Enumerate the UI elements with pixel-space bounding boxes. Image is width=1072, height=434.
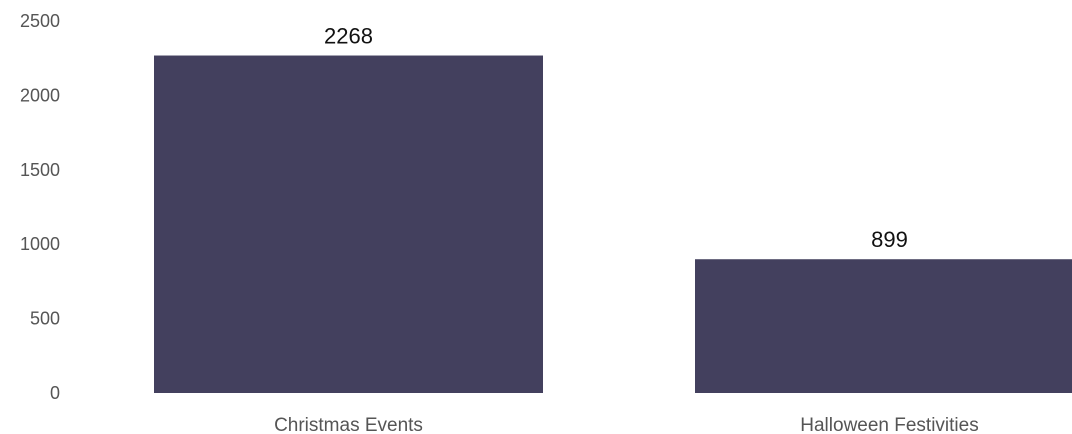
- bar[interactable]: [154, 55, 543, 393]
- x-category-label: Christmas Events: [274, 415, 423, 434]
- data-labels: 2268 899: [324, 24, 908, 253]
- y-tick-label: 2500: [20, 11, 60, 31]
- y-tick-label: 2000: [20, 85, 60, 105]
- bar-value-label: 2268: [324, 24, 373, 49]
- x-category-label: Halloween Festivities: [800, 415, 978, 434]
- x-axis: Christmas Events Halloween Festivities: [274, 415, 979, 434]
- y-tick-label: 0: [50, 383, 60, 403]
- bars: [154, 55, 1072, 393]
- bar[interactable]: [695, 259, 1072, 393]
- y-tick-label: 500: [30, 309, 60, 329]
- y-axis: 0 500 1000 1500 2000 2500: [20, 11, 60, 403]
- bar-value-label: 899: [871, 227, 908, 252]
- y-tick-label: 1000: [20, 234, 60, 254]
- y-tick-label: 1500: [20, 160, 60, 180]
